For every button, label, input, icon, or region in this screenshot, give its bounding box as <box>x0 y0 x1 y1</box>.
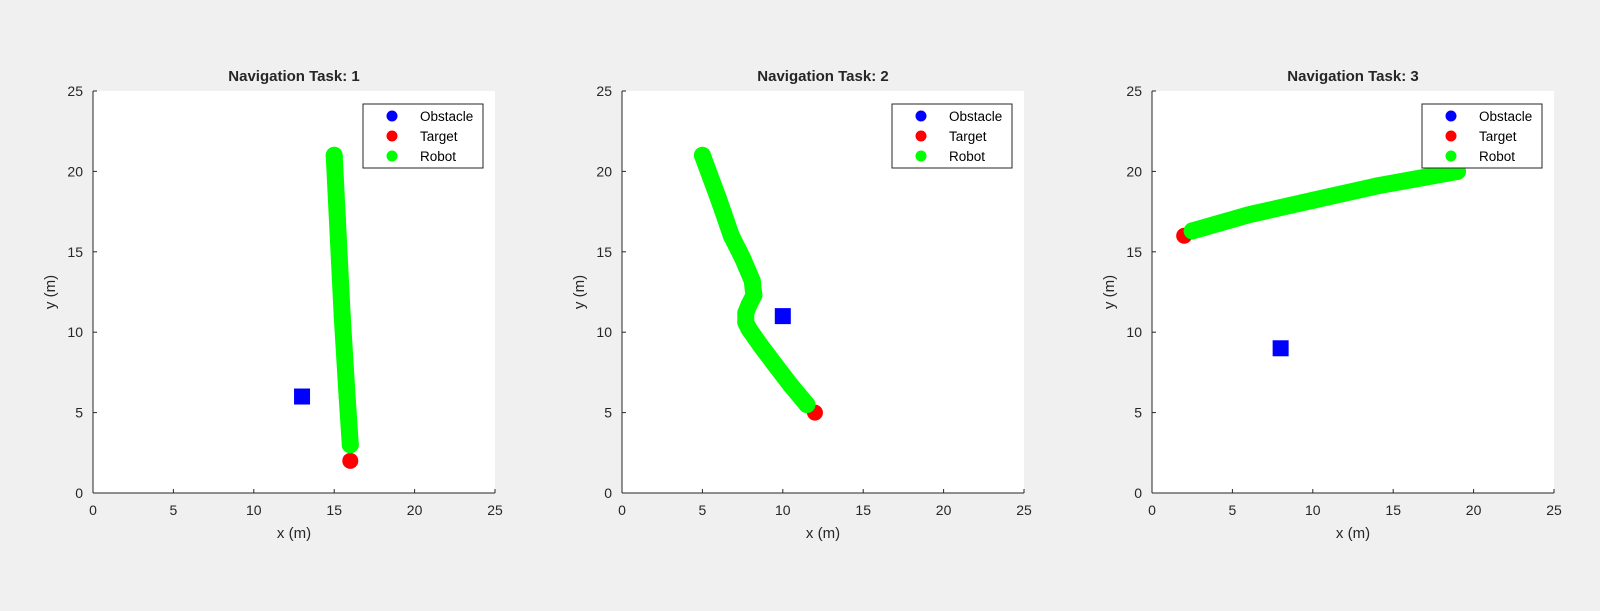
chart-panel-2: 0 5 10 15 20 25 0 5 10 15 20 25 Navigation Task: 2 x … <box>571 68 1032 542</box>
robot-point <box>766 355 784 373</box>
legend-marker-robot <box>1445 150 1457 162</box>
chart-title: Navigation Task: 1 <box>228 68 359 85</box>
chart-title: Navigation Task: 2 <box>757 68 888 85</box>
x-tick-label: 20 <box>407 502 423 518</box>
x-tick-label: 10 <box>246 502 262 518</box>
y-tick-label: 5 <box>75 405 83 421</box>
robot-point <box>325 146 343 164</box>
robot-point <box>1304 191 1322 209</box>
legend-label-target: Target <box>949 129 987 144</box>
legend-label-robot: Robot <box>949 149 985 164</box>
legend-marker-obstacle <box>1445 110 1457 122</box>
y-axis-label: y (m) <box>571 275 588 309</box>
x-tick-label: 25 <box>487 502 503 518</box>
y-tick-label: 0 <box>75 485 83 501</box>
legend-marker-target <box>1445 130 1457 142</box>
x-axis-label: x (m) <box>806 525 840 542</box>
legend-label-target: Target <box>420 129 458 144</box>
y-tick-label: 5 <box>604 405 612 421</box>
y-tick-label: 25 <box>596 83 612 99</box>
robot-point <box>709 190 727 208</box>
y-axis-label: y (m) <box>42 275 59 309</box>
y-tick-label: 25 <box>67 83 83 99</box>
x-tick-label: 20 <box>936 502 952 518</box>
legend-label-obstacle: Obstacle <box>949 109 1002 124</box>
obstacle-marker <box>294 388 311 405</box>
robot-point <box>328 211 346 229</box>
x-tick-label: 0 <box>89 502 97 518</box>
y-tick-label: 20 <box>67 163 83 179</box>
robot-point <box>341 436 359 454</box>
legend: Obstacle Target Robot <box>362 103 484 169</box>
x-tick-label: 5 <box>699 502 707 518</box>
robot-point <box>722 227 740 245</box>
legend-marker-robot <box>386 150 398 162</box>
y-tick-label: 10 <box>67 324 83 340</box>
robot-point <box>1239 206 1257 224</box>
legend-marker-target <box>915 130 927 142</box>
x-tick-label: 15 <box>326 502 342 518</box>
x-tick-label: 5 <box>170 502 178 518</box>
obstacle-marker <box>1272 340 1289 357</box>
x-tick-label: 0 <box>618 502 626 518</box>
legend-box <box>362 103 484 169</box>
legend-marker-robot <box>915 150 927 162</box>
legend-label-robot: Robot <box>420 149 456 164</box>
y-tick-label: 20 <box>1126 163 1142 179</box>
x-tick-label: 15 <box>1385 502 1401 518</box>
robot-point <box>734 249 752 267</box>
x-tick-label: 10 <box>775 502 791 518</box>
y-tick-label: 15 <box>596 244 612 260</box>
obstacle-marker <box>774 308 791 325</box>
robot-point <box>693 146 711 164</box>
legend-label-target: Target <box>1479 129 1517 144</box>
chart-panel-3: 0 5 10 15 20 25 0 5 10 15 20 25 Navigation Task: 3 x … <box>1101 68 1562 542</box>
robot-point <box>333 307 351 325</box>
target-marker <box>342 452 359 469</box>
chart-title: Navigation Task: 3 <box>1287 68 1418 85</box>
legend-box <box>1421 103 1543 169</box>
legend-label-obstacle: Obstacle <box>1479 109 1532 124</box>
x-tick-label: 10 <box>1305 502 1321 518</box>
legend-label-obstacle: Obstacle <box>420 109 473 124</box>
robot-point <box>782 376 800 394</box>
x-axis-label: x (m) <box>1336 525 1370 542</box>
x-tick-label: 0 <box>1148 502 1156 518</box>
robot-point <box>338 388 356 406</box>
robot-point <box>751 336 769 354</box>
x-tick-label: 25 <box>1546 502 1562 518</box>
y-tick-label: 0 <box>604 485 612 501</box>
legend-marker-obstacle <box>915 110 927 122</box>
y-tick-label: 20 <box>596 163 612 179</box>
legend-label-robot: Robot <box>1479 149 1515 164</box>
robot-point <box>740 320 758 338</box>
y-tick-label: 15 <box>67 244 83 260</box>
y-axis-label: y (m) <box>1101 275 1118 309</box>
robot-point <box>1183 222 1201 240</box>
robot-point <box>798 396 816 414</box>
legend-marker-obstacle <box>386 110 398 122</box>
x-tick-label: 25 <box>1016 502 1032 518</box>
x-tick-label: 15 <box>855 502 871 518</box>
x-tick-label: 20 <box>1466 502 1482 518</box>
x-axis-label: x (m) <box>277 525 311 542</box>
x-tick-label: 5 <box>1229 502 1237 518</box>
legend-marker-target <box>386 130 398 142</box>
y-tick-label: 0 <box>1134 485 1142 501</box>
robot-point <box>743 272 761 290</box>
legend-box <box>891 103 1013 169</box>
y-tick-label: 15 <box>1126 244 1142 260</box>
legend: Obstacle Target Robot <box>1421 103 1543 169</box>
chart-panel-1: 0 5 10 15 20 25 0 5 10 15 20 25 Navigation Task: 1 x … <box>42 68 503 542</box>
y-tick-label: 25 <box>1126 83 1142 99</box>
y-tick-label: 10 <box>596 324 612 340</box>
robot-point <box>1368 177 1386 195</box>
y-tick-label: 10 <box>1126 324 1142 340</box>
legend: Obstacle Target Robot <box>891 103 1013 169</box>
y-tick-label: 5 <box>1134 405 1142 421</box>
